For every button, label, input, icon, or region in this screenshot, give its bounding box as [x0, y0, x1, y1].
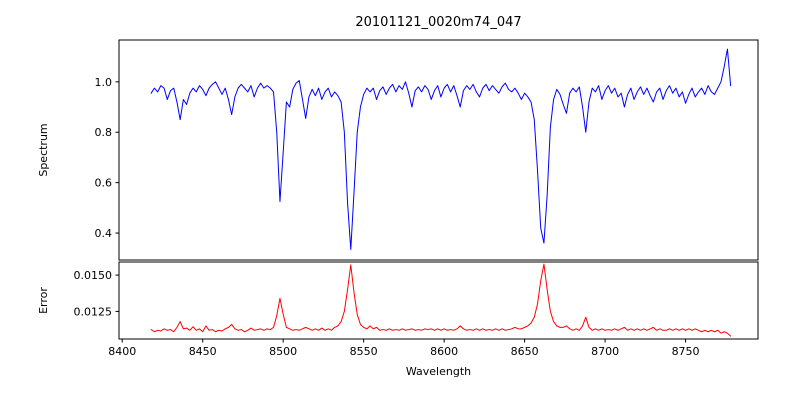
x-tick-label: 8500 [269, 345, 297, 358]
x-axis-label: Wavelength [406, 365, 471, 378]
x-tick-label: 8550 [350, 345, 378, 358]
y-axis-label-error: Error [37, 287, 50, 314]
chart-title: 20101121_0020m74_047 [355, 15, 521, 30]
y-tick-label: 0.0125 [74, 305, 113, 318]
x-tick-label: 8450 [189, 345, 217, 358]
y-tick-label: 0.0150 [74, 269, 113, 282]
y-tick-label: 0.6 [95, 177, 113, 190]
y-axis-label-spectrum: Spectrum [37, 123, 50, 176]
y-tick-label: 1.0 [95, 76, 113, 89]
error-line [150, 263, 732, 337]
x-tick-label: 8400 [108, 345, 136, 358]
panel-error: 0.0125 0.0150 8400 8450 8500 8550 8600 8650 8700… [74, 261, 759, 358]
x-tick-label: 8600 [430, 345, 458, 358]
spectrum-line [150, 48, 732, 250]
x-tick-label: 8650 [511, 345, 539, 358]
y-tick-label: 0.4 [95, 227, 113, 240]
y-tick-label: 0.8 [95, 126, 113, 139]
plot-layers: 0.4 0.6 0.8 1.0 0.0125 0.0150 8400 8450 8500 8550… [74, 39, 759, 358]
spectrum-axes-frame [118, 39, 759, 261]
panel-spectrum: 0.4 0.6 0.8 1.0 [95, 39, 759, 261]
x-tick-label: 8700 [591, 345, 619, 358]
x-tick-label: 8750 [672, 345, 700, 358]
error-axes-frame [118, 261, 759, 340]
